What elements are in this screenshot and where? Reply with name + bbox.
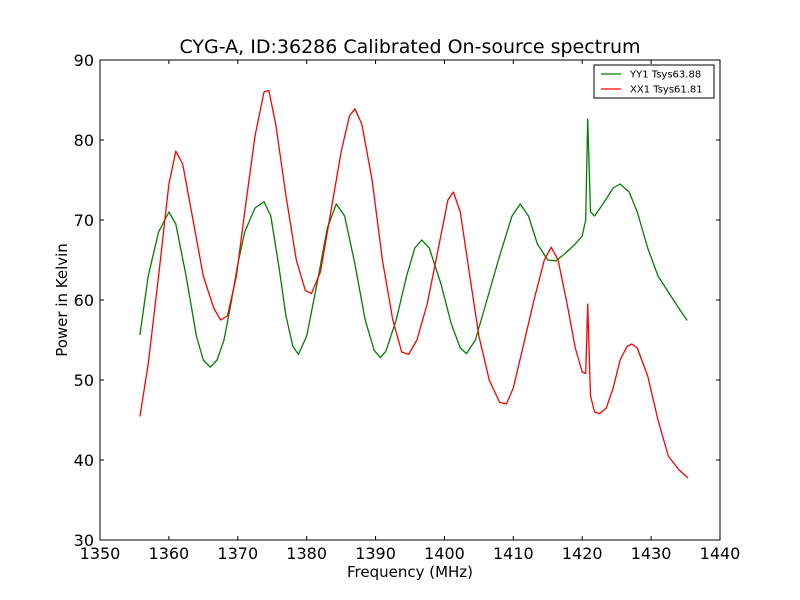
series-layer <box>139 89 689 479</box>
axis-ticks: 1350 1360 1370 1380 1390 1400 1410 1420 1430 1440… <box>74 51 741 563</box>
x-tick-label: 1380 <box>286 544 327 563</box>
legend-label-xx1: XX1 Tsys61.81 <box>630 85 703 96</box>
y-axis-label: Power in Kelvin <box>53 243 71 357</box>
x-tick-label: 1370 <box>217 544 258 563</box>
x-tick-label: 1410 <box>493 544 534 563</box>
y-tick-label: 70 <box>74 211 94 230</box>
x-axis-label: Frequency (MHz) <box>347 563 473 581</box>
legend-box <box>593 64 715 99</box>
y-tick-label: 30 <box>74 531 94 550</box>
chart-title: CYG-A, ID:36286 Calibrated On-source spe… <box>179 36 640 58</box>
legend-label-yy1: YY1 Tsys63.88 <box>629 70 701 81</box>
legend: YY1 Tsys63.88 XX1 Tsys61.81 <box>593 64 715 99</box>
series-line-xx1 <box>139 89 689 479</box>
y-tick-label: 50 <box>74 371 94 390</box>
y-tick-label: 40 <box>74 451 94 470</box>
y-tick-label: 80 <box>74 131 94 150</box>
series-line-yy1 <box>139 118 688 368</box>
x-tick-label: 1360 <box>149 544 190 563</box>
y-tick-label: 90 <box>74 51 94 70</box>
x-tick-label: 1420 <box>562 544 603 563</box>
y-tick-label: 60 <box>74 291 94 310</box>
x-tick-label: 1440 <box>700 544 741 563</box>
x-tick-label: 1390 <box>355 544 396 563</box>
plot-area-frame <box>99 59 721 541</box>
x-tick-label: 1430 <box>631 544 672 563</box>
x-tick-label: 1400 <box>424 544 465 563</box>
x-tick-label: 1350 <box>80 544 121 563</box>
